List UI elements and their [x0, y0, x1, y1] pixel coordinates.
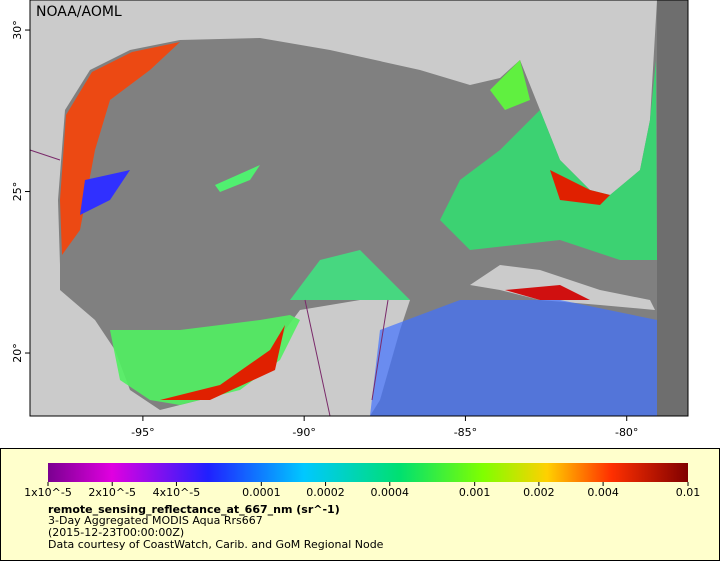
- colorbar-tick-label: 0.001: [459, 486, 491, 499]
- map-frame: [29, 0, 689, 417]
- data-patch: [440, 60, 657, 260]
- map-area: [29, 0, 689, 417]
- legend-variable: remote_sensing_reflectance_at_667_nm (sr…: [48, 503, 340, 516]
- colorbar-tick-label: 0.004: [587, 486, 619, 499]
- legend-line: 3-Day Aggregated MODIS Aqua Rrs667: [48, 514, 263, 527]
- coastal-turbidity: [505, 285, 590, 300]
- colorbar-tick-label: 2x10^-5: [88, 486, 136, 499]
- legend-line: Data courtesy of CoastWatch, Carib. and …: [48, 538, 384, 551]
- data-patch: [370, 300, 657, 416]
- colorbar-tick-label: 0.01: [676, 486, 701, 499]
- coastal-turbidity: [160, 325, 285, 400]
- coastal-turbidity: [60, 42, 180, 255]
- colorbar-tick-label: 0.0001: [242, 486, 281, 499]
- data-patch: [490, 60, 530, 110]
- x-tick-label: -90°: [292, 426, 315, 439]
- data-patch: [110, 315, 300, 405]
- border: [29, 149, 389, 417]
- y-tick-label: 20°: [11, 343, 24, 363]
- atlantic: [657, 0, 688, 416]
- x-tick-label: -95°: [131, 426, 154, 439]
- colorbar-tick-label: 0.002: [523, 486, 555, 499]
- colorbar: [48, 463, 688, 482]
- y-tick-label: 30°: [11, 20, 24, 40]
- y-tick-label: 25°: [11, 182, 24, 202]
- x-tick-label: -80°: [615, 426, 638, 439]
- colorbar-tick-label: 4x10^-5: [153, 486, 201, 499]
- data-patch: [290, 250, 410, 300]
- colorbar-tick-label: 0.0004: [371, 486, 410, 499]
- x-tick-label: -85°: [454, 426, 477, 439]
- credit: NOAA/AOML: [36, 4, 122, 20]
- data-patch: [215, 165, 260, 192]
- colorbar-tick-label: 1x10^-5: [24, 486, 72, 499]
- legend-line: (2015-12-23T00:00:00Z): [48, 526, 184, 539]
- colorbar-tick-label: 0.0002: [306, 486, 345, 499]
- data-patch: [80, 170, 130, 215]
- coastal-turbidity: [550, 170, 610, 205]
